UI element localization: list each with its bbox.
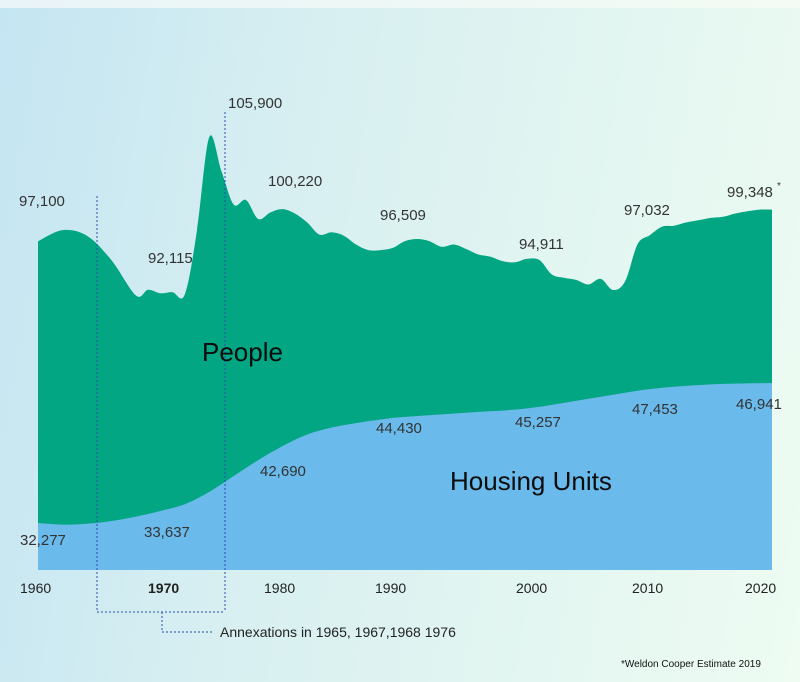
top-strip	[0, 0, 800, 8]
x-tick-label: 2000	[516, 580, 547, 596]
footnote: *Weldon Cooper Estimate 2019	[621, 659, 761, 670]
data-label: 105,900	[228, 95, 282, 112]
series-label-people: People	[202, 337, 283, 367]
data-label: 42,690	[260, 463, 306, 480]
data-label: 100,220	[268, 173, 322, 190]
x-tick-label: 2020	[745, 580, 776, 596]
series-label-housing-units: Housing Units	[450, 466, 612, 496]
data-label: 97,100	[19, 193, 65, 210]
x-tick-label: 2010	[632, 580, 663, 596]
area-housing-units	[38, 383, 772, 570]
data-label-asterisk: *	[777, 181, 781, 192]
data-label: 45,257	[515, 414, 561, 431]
x-tick-label: 1970	[148, 580, 179, 596]
data-label: 47,453	[632, 401, 678, 418]
data-label: 97,032	[624, 202, 670, 219]
data-label: 94,911	[519, 236, 564, 253]
x-tick-label: 1980	[264, 580, 295, 596]
data-label: 96,509	[380, 207, 426, 224]
data-label: 32,277	[20, 532, 66, 549]
data-label: 99,348	[727, 184, 773, 201]
x-tick-label: 1990	[375, 580, 406, 596]
data-label: 33,637	[144, 524, 190, 541]
data-label: 46,941	[736, 396, 782, 413]
x-tick-label: 1960	[20, 580, 51, 596]
data-label: 44,430	[376, 420, 422, 437]
annexation-note: Annexations in 1965, 1967,1968 1976	[220, 624, 456, 640]
data-label: 92,115	[148, 250, 193, 267]
